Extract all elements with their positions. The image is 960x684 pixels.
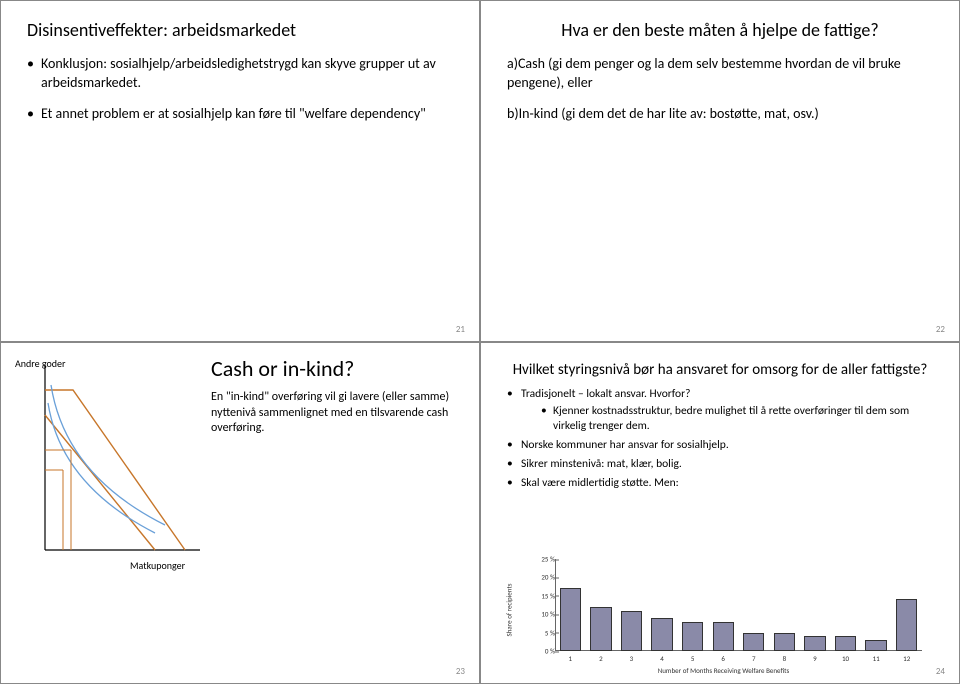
chart-xtick: 3 [630,654,634,663]
chart-bar [713,622,734,651]
chart-ytick: 20 % [519,573,555,582]
slide23-text: Cash or in-kind? En "in-kind" overføring… [205,355,469,575]
chart-xtick: 1 [569,654,573,663]
slide23-ylabel: Andre goder [15,357,66,370]
slide21-title: Disinsentiveffekter: arbeidsmarkedet [27,19,453,41]
slide24-number: 24 [936,666,945,677]
chart-ytick: 15 % [519,591,555,600]
chart-xtick: 5 [691,654,695,663]
chart-xtick: 7 [752,654,756,663]
slide24-title: Hvilket styringsnivå bør ha ansvaret for… [507,361,933,379]
chart-bar [865,640,886,651]
chart-xtick: 10 [842,654,849,663]
slide23-graph: Andre goder Matkuponger [15,355,205,575]
slide22-option-b: b)In-kind (gi dem det de har lite av: bo… [507,105,933,124]
chart-xtick: 8 [783,654,787,663]
slide-22: Hva er den beste måten å hjelpe de fatti… [480,0,960,342]
chart-xtick: 4 [660,654,664,663]
chart-xtick: 2 [599,654,603,663]
slide21-bullet-2: Et annet problem er at sosialhjelp kan f… [27,105,453,124]
slide22-number: 22 [936,324,945,335]
welfare-duration-chart: Share of recipients Number of Months Rec… [521,555,926,665]
chart-ytick: 0 % [519,647,555,656]
slide23-xlabel: Matkuponger [130,559,185,572]
chart-bar [651,618,672,651]
chart-bar [896,599,917,651]
slide-24: Hvilket styringsnivå bør ha ansvaret for… [480,342,960,684]
chart-bar [560,588,581,651]
slide24-bullets: Tradisjonelt – lokalt ansvar. Hvorfor? K… [507,387,933,491]
chart-bar [621,611,642,651]
chart-xtick: 11 [873,654,880,663]
slide24-b1-sub: Kjenner kostnadsstruktur, bedre mulighet… [521,404,933,434]
slide24-b3: Sikrer minstenivå: mat, klær, bolig. [507,457,933,472]
slide21-bullet-1: Konklusjon: sosialhjelp/arbeidsledighets… [27,55,453,93]
slide22-option-a: a)Cash (gi dem penger og la dem selv bes… [507,55,933,93]
slide-21: Disinsentiveffekter: arbeidsmarkedet Kon… [0,0,480,342]
slide23-heading: Cash or in-kind? [211,355,469,382]
slide23-number: 23 [456,666,465,677]
chart-ytick: 25 % [519,555,555,564]
slide-23: Andre goder Matkuponger Cash or in-kind?… [0,342,480,684]
chart-ytick: 10 % [519,610,555,619]
chart-bar [682,622,703,651]
chart-bar [774,633,795,651]
chart-bar [590,607,611,651]
slide22-title: Hva er den beste måten å hjelpe de fatti… [507,19,933,41]
slide24-b2: Norske kommuner har ansvar for sosialhje… [507,438,933,453]
chart-xtick: 12 [903,654,910,663]
slide21-number: 21 [456,324,465,335]
slide24-b4: Skal være midlertidig støtte. Men: [507,476,933,491]
slide-grid: Disinsentiveffekter: arbeidsmarkedet Kon… [0,0,960,684]
slide24-b1-text: Tradisjonelt – lokalt ansvar. Hvorfor? [521,387,690,401]
slide21-bullets: Konklusjon: sosialhjelp/arbeidsledighets… [27,55,453,124]
chart-xtick: 9 [813,654,817,663]
chart-bar [743,633,764,651]
chart-ytick: 5 % [519,628,555,637]
chart-xlabel: Number of Months Receiving Welfare Benef… [658,666,790,675]
budget-diagram [15,355,205,575]
slide24-b1: Tradisjonelt – lokalt ansvar. Hvorfor? K… [507,387,933,434]
slide23-row: Andre goder Matkuponger Cash or in-kind?… [15,355,469,575]
slide23-body: En "in-kind" overføring vil gi lavere (e… [211,390,469,437]
chart-xtick: 6 [721,654,725,663]
chart-bar [804,636,825,651]
slide24-b1s1: Kjenner kostnadsstruktur, bedre mulighet… [541,404,933,434]
chart-ylabel: Share of recipients [505,584,514,637]
chart-bar [835,636,856,651]
